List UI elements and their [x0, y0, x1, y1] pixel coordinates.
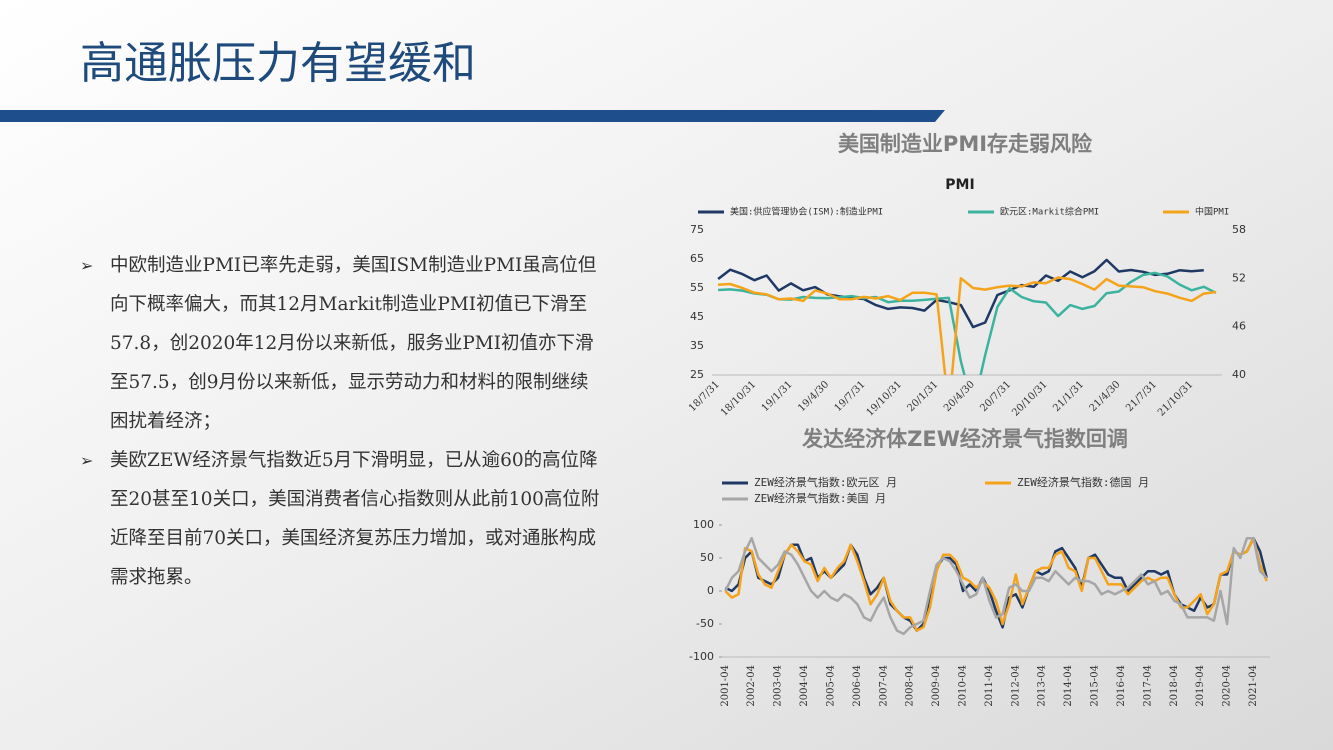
legend-label: ZEW经济景气指数:欧元区 月 [754, 475, 897, 489]
x-tick-label: 2003-04 [773, 665, 784, 707]
plot [717, 258, 1217, 375]
x-tick-label: 2016-04 [1116, 665, 1127, 707]
bullet: 美欧ZEW经济景气指数近5月下滑明显，已从逾60的高位降至20甚至10关口，美国… [80, 441, 600, 597]
y-tick-label: 65 [690, 252, 704, 265]
y2-tick-label: 46 [1232, 320, 1246, 333]
x-tick-label: 2012-04 [1010, 665, 1021, 707]
slide-title: 高通胀压力有望缓和 [80, 38, 476, 89]
legend-label: 美国:供应管理协会(ISM):制造业PMI [730, 206, 883, 218]
y-tick-label: 75 [690, 223, 704, 236]
legend-label: 欧元区:Markit综合PMI [1000, 206, 1099, 218]
y-tick-label: 0 [707, 584, 714, 597]
x-tick-label: 2014-04 [1063, 665, 1074, 707]
y2-tick-label: 58 [1232, 223, 1246, 236]
x-tick-label: 2006-04 [852, 665, 863, 707]
chart-title: 美国制造业PMI存走弱风险 [838, 132, 1093, 156]
x-tick-label: 2018-04 [1169, 665, 1180, 707]
y-tick-label: 50 [700, 551, 714, 564]
chart-subtitle: PMI [945, 177, 974, 193]
legend-label: 中国PMI [1195, 206, 1229, 218]
x-tick-label: 2015-04 [1090, 665, 1101, 707]
y-tick-label: 25 [690, 368, 704, 381]
series-line [717, 258, 1204, 329]
x-tick-label: 2013-04 [1037, 665, 1048, 707]
y-tick-label: 45 [690, 310, 704, 323]
y-tick-label: -50 [696, 617, 714, 630]
x-tick-label: 2004-04 [799, 665, 810, 707]
x-tick-label: 2008-04 [905, 665, 916, 707]
y2-tick-label: 52 [1232, 271, 1246, 284]
x-tick-label: 2002-04 [746, 665, 757, 707]
series-line [724, 536, 1268, 632]
legend-label: ZEW经济景气指数:德国 月 [1017, 475, 1149, 489]
x-tick-label: 2021-04 [1248, 665, 1259, 707]
x-tick-label: 2017-04 [1142, 665, 1153, 707]
x-tick-label: 2005-04 [825, 665, 836, 707]
y-tick-label: 100 [693, 518, 714, 531]
y2-tick-label: 40 [1232, 368, 1246, 381]
legend-label: ZEW经济景气指数:美国 月 [754, 491, 886, 505]
x-tick-label: 2007-04 [878, 665, 889, 707]
x-tick-label: 2010-04 [957, 665, 968, 707]
y-tick-label: -100 [689, 650, 714, 663]
bullet: 中欧制造业PMI已率先走弱，美国ISM制造业PMI虽高位但向下概率偏大，而其12… [80, 246, 600, 441]
y-tick-label: 35 [690, 339, 704, 352]
x-tick-label: 2009-04 [931, 665, 942, 707]
title-bar [0, 110, 945, 122]
x-tick-label: 2001-04 [720, 665, 731, 707]
series-line [718, 271, 1217, 375]
x-tick-label: 2020-04 [1222, 665, 1233, 707]
series-line [724, 536, 1268, 636]
y-tick-label: 55 [690, 281, 704, 294]
x-tick-label: 2011-04 [984, 665, 995, 707]
plot [724, 536, 1268, 636]
chart-title: 发达经济体ZEW经济景气指数回调 [801, 427, 1128, 451]
x-tick-label: 2019-04 [1195, 665, 1206, 707]
bullet-list: 中欧制造业PMI已率先走弱，美国ISM制造业PMI虽高位但向下概率偏大，而其12… [80, 246, 600, 597]
series-line [718, 276, 1217, 375]
